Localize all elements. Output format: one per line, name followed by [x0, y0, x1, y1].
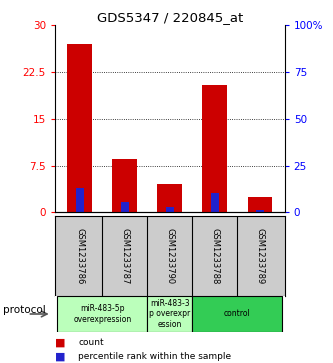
Bar: [211, 193, 219, 212]
Bar: [112, 159, 137, 212]
Text: GSM1233789: GSM1233789: [255, 228, 264, 284]
Bar: [256, 209, 264, 212]
Bar: [158, 184, 182, 212]
Text: ■: ■: [55, 351, 66, 361]
Bar: [166, 207, 174, 212]
Text: GSM1233790: GSM1233790: [165, 228, 174, 284]
Text: control: control: [224, 310, 251, 318]
Text: GSM1233786: GSM1233786: [75, 228, 84, 284]
Bar: [147, 296, 192, 332]
Text: GSM1233787: GSM1233787: [120, 228, 129, 284]
Bar: [57, 296, 147, 332]
Bar: [247, 197, 272, 212]
Bar: [202, 85, 227, 212]
Text: GSM1233788: GSM1233788: [210, 228, 219, 284]
Bar: [121, 202, 129, 212]
Title: GDS5347 / 220845_at: GDS5347 / 220845_at: [97, 11, 243, 24]
Bar: [67, 44, 92, 212]
Text: percentile rank within the sample: percentile rank within the sample: [78, 352, 231, 361]
Bar: [192, 296, 282, 332]
Text: count: count: [78, 338, 104, 347]
Text: ■: ■: [55, 337, 66, 347]
Text: miR-483-3
p overexpr
ession: miR-483-3 p overexpr ession: [149, 299, 190, 329]
Bar: [76, 188, 84, 212]
Text: miR-483-5p
overexpression: miR-483-5p overexpression: [73, 304, 132, 324]
Text: protocol: protocol: [3, 305, 46, 315]
